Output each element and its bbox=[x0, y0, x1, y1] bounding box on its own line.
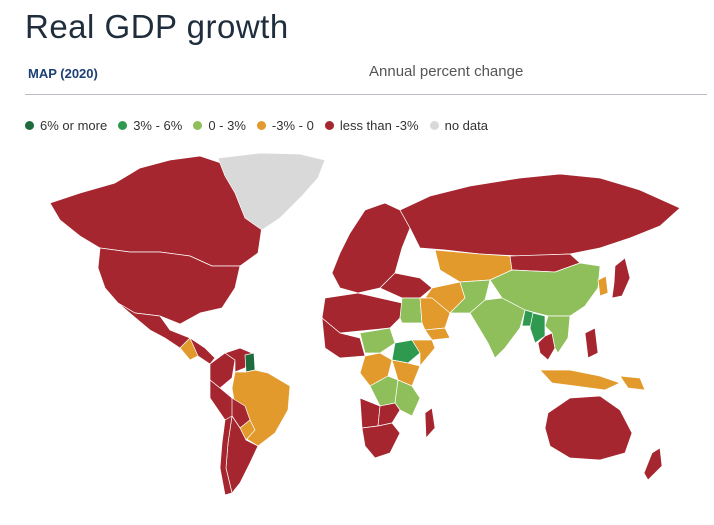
legend-label: less than -3% bbox=[339, 117, 419, 133]
region-greenland[interactable]: Greenland bbox=[217, 152, 326, 231]
region-horn-of-africa[interactable]: Horn of Africa bbox=[411, 339, 436, 367]
legend-item-less-than-neg3[interactable]: less than -3% bbox=[324, 117, 419, 133]
legend-swatch bbox=[25, 120, 34, 130]
legend-item-0-3[interactable]: 0 - 3% bbox=[193, 118, 246, 133]
legend: 6% or more 3% - 6% 0 - 3% -3% - 0 less t… bbox=[25, 116, 499, 134]
region-egypt[interactable]: Egypt bbox=[399, 297, 423, 324]
region-sahel[interactable]: Sahel bbox=[359, 327, 396, 354]
region-myanmar[interactable]: Myanmar bbox=[529, 312, 546, 344]
region-united-states[interactable]: United States bbox=[97, 247, 241, 325]
world-map: Canada United States Greenland Mexico Ce… bbox=[40, 148, 700, 508]
legend-swatch bbox=[193, 120, 203, 130]
region-japan[interactable]: Japan bbox=[611, 257, 631, 299]
legend-item-neg3-0[interactable]: -3% - 0 bbox=[256, 117, 314, 133]
legend-label: 3% - 6% bbox=[133, 117, 183, 133]
legend-swatch bbox=[429, 120, 439, 130]
region-india[interactable]: India bbox=[469, 297, 526, 359]
legend-item-3-6[interactable]: 3% - 6% bbox=[118, 118, 182, 133]
legend-label: 6% or more bbox=[40, 117, 108, 133]
region-southern-africa[interactable]: Southern Africa bbox=[361, 422, 401, 459]
region-yemen[interactable]: Yemen bbox=[424, 327, 451, 341]
region-korea[interactable]: Korea bbox=[597, 275, 609, 297]
header-bar: MAP (2020) Annual percent change bbox=[25, 58, 707, 95]
legend-swatch bbox=[256, 120, 266, 130]
region-russia[interactable]: Russia bbox=[399, 173, 681, 257]
page-title: Real GDP growth bbox=[25, 8, 289, 45]
legend-item-no-data[interactable]: no data bbox=[429, 117, 488, 133]
region-venezuela[interactable]: Venezuela bbox=[224, 347, 253, 373]
region-papua-new-guinea[interactable]: Papua New Guinea bbox=[619, 375, 646, 391]
region-ethiopia[interactable]: Ethiopia bbox=[391, 339, 421, 364]
region-philippines[interactable]: Philippines bbox=[584, 327, 599, 359]
region-vietnam[interactable]: Vietnam bbox=[544, 315, 571, 354]
region-new-zealand[interactable]: New Zealand bbox=[643, 447, 663, 481]
tab-map[interactable]: MAP (2020) bbox=[28, 66, 98, 81]
region-zambia[interactable]: Zambia bbox=[377, 402, 401, 427]
region-angola[interactable]: Angola bbox=[359, 397, 381, 429]
region-chile[interactable]: Chile bbox=[219, 415, 233, 496]
legend-swatch bbox=[118, 120, 128, 130]
region-guatemala[interactable]: Guatemala bbox=[179, 337, 199, 361]
region-north-africa[interactable]: North Africa bbox=[321, 292, 403, 334]
legend-label: no data bbox=[444, 117, 488, 133]
world-map-svg: Canada United States Greenland Mexico Ce… bbox=[49, 152, 681, 496]
legend-label: 0 - 3% bbox=[208, 117, 246, 133]
region-madagascar[interactable]: Madagascar bbox=[424, 407, 436, 439]
legend-swatch bbox=[324, 120, 334, 130]
region-indonesia[interactable]: Indonesia bbox=[539, 369, 621, 391]
region-australia[interactable]: Australia bbox=[544, 395, 633, 461]
region-kenya[interactable]: Kenya bbox=[391, 359, 421, 387]
legend-item-6-or-more[interactable]: 6% or more bbox=[25, 118, 107, 133]
subtitle: Annual percent change bbox=[369, 63, 524, 80]
legend-label: -3% - 0 bbox=[271, 117, 314, 133]
region-guyana[interactable]: Guyana bbox=[244, 352, 256, 373]
